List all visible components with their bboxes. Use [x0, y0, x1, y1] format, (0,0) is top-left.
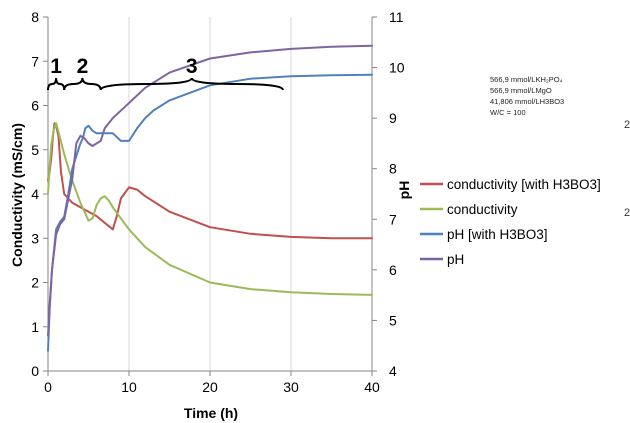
legend-label-2: pH [with H3BO3] — [447, 227, 548, 242]
composition-annotation: 566,9 mmol/LKH₂PO₄ 566,9 mmol/LMgO 41,806 … — [490, 75, 564, 117]
legend-label-3: pH — [447, 252, 464, 267]
legend-label-1: conductivity — [447, 202, 518, 217]
annotation-line: 566,9 mmol/LMgO — [490, 86, 552, 95]
annotation-line: 41,806 mmol/LH3BO3 — [490, 97, 564, 106]
annotation-line: 566,9 mmol/LKH₂PO₄ — [490, 75, 563, 84]
y-tick-label: 5 — [31, 142, 39, 158]
y2-tick-label: 4 — [389, 363, 397, 379]
series-line-3 — [47, 44, 373, 337]
x-tick-label: 40 — [364, 379, 380, 395]
legend-label-0: conductivity [with H3BO3] — [447, 177, 601, 192]
x-tick-label: 0 — [44, 379, 52, 395]
series-line-0 — [47, 122, 373, 240]
edge-glyph: 2 — [624, 119, 630, 131]
region-label-2: 2 — [77, 55, 89, 78]
y-axis-title: Conductivity (mS/cm) — [9, 123, 25, 267]
region-bracket-3 — [99, 77, 284, 91]
y-tick-label: 1 — [31, 319, 39, 335]
region-bracket-1 — [47, 77, 66, 91]
region-label-3: 3 — [186, 55, 198, 78]
x-tick-label: 30 — [283, 379, 299, 395]
y-tick-label: 2 — [31, 275, 39, 291]
region-bracket-2 — [63, 77, 102, 91]
series-line-1 — [47, 122, 373, 296]
y2-tick-label: 5 — [389, 312, 397, 328]
y-tick-label: 7 — [31, 53, 39, 69]
y-tick-label: 3 — [31, 230, 39, 246]
y2-tick-label: 7 — [389, 211, 397, 227]
region-label-1: 1 — [50, 55, 62, 78]
annotation-line: W/C = 100 — [490, 108, 526, 117]
y2-tick-label: 9 — [389, 110, 397, 126]
legend: conductivity [with H3BO3] conductivity pH … — [420, 177, 601, 267]
y2-tick-label: 8 — [389, 161, 397, 177]
y2-tick-label: 11 — [389, 9, 404, 25]
y-tick-label: 0 — [31, 363, 39, 379]
x-tick-label: 10 — [121, 379, 137, 395]
x-axis-title: Time (h) — [184, 405, 238, 421]
grid-lines — [47, 17, 373, 371]
x-tick-label: 20 — [202, 379, 218, 395]
y2-tick-label: 6 — [389, 262, 397, 278]
y2-axis-title: pH — [396, 181, 412, 200]
edge-glyph: 2 — [624, 207, 630, 219]
y-tick-label: 8 — [31, 9, 39, 25]
series-lines — [47, 44, 373, 352]
y-tick-label: 4 — [31, 186, 39, 202]
y2-tick-label: 10 — [389, 60, 405, 76]
series-line-2 — [47, 73, 373, 352]
y-tick-label: 6 — [31, 98, 39, 114]
